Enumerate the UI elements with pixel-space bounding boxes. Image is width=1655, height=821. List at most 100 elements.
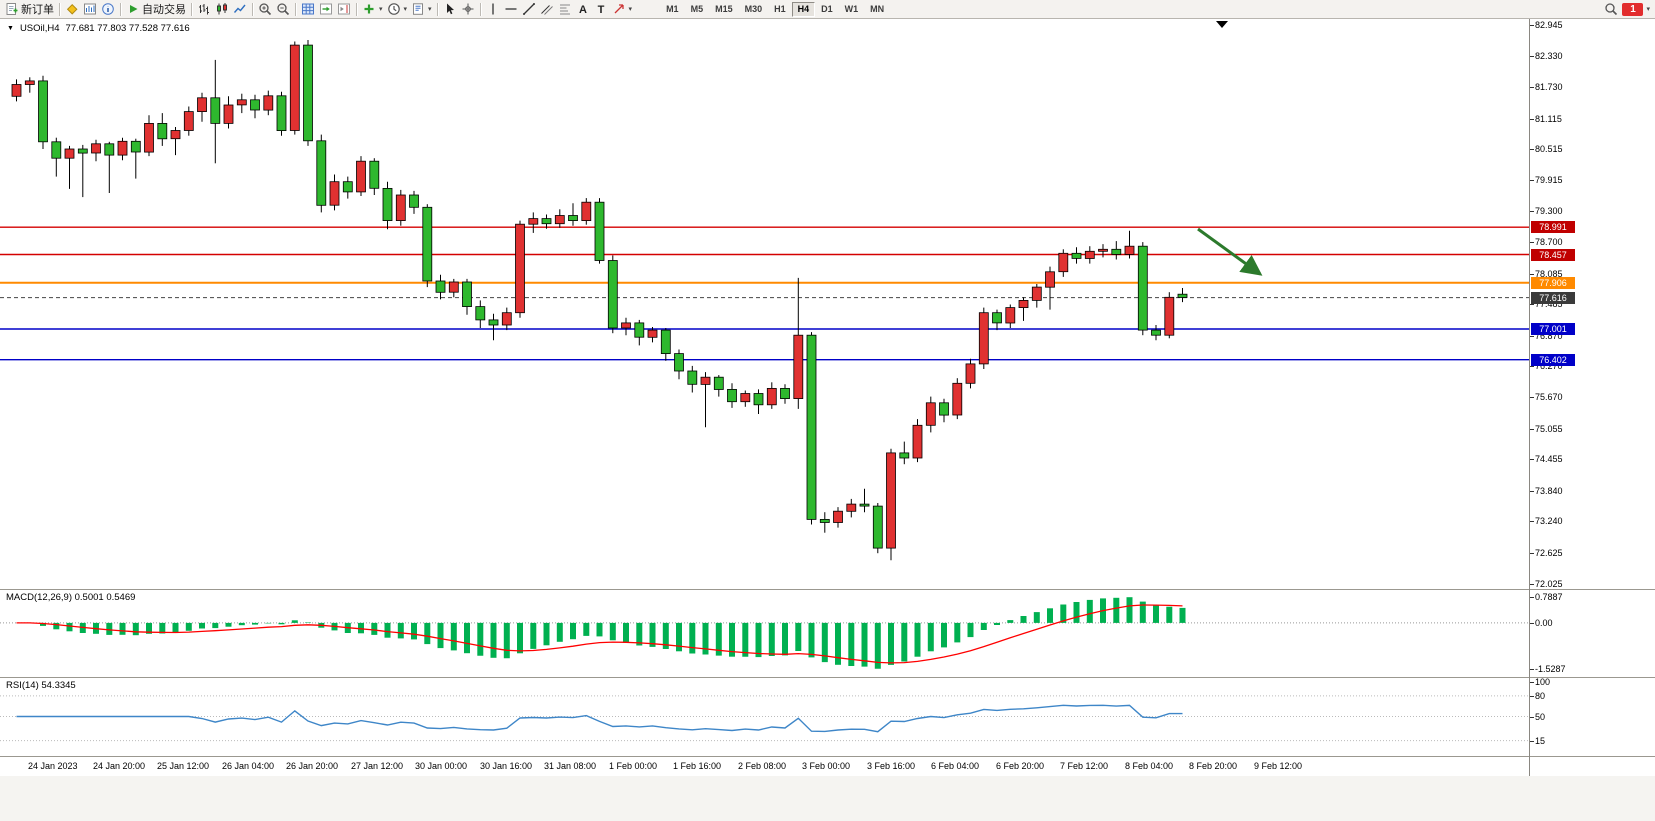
bars-chart-button[interactable] bbox=[195, 1, 213, 17]
notifications-button[interactable]: 1 ▾ bbox=[1620, 1, 1652, 17]
chart-window-button[interactable] bbox=[81, 1, 99, 17]
axis-tick bbox=[1530, 623, 1534, 624]
autoscroll-button[interactable] bbox=[317, 1, 335, 17]
price-chart-canvas[interactable] bbox=[0, 19, 1529, 589]
crosshair-button[interactable] bbox=[459, 1, 477, 17]
time-axis-label: 3 Feb 16:00 bbox=[867, 761, 916, 771]
price-axis-label: 73.240 bbox=[1535, 516, 1563, 526]
axis-tick bbox=[1530, 25, 1534, 26]
bar-chart-icon bbox=[84, 3, 96, 15]
templates-button[interactable]: ▾ bbox=[409, 1, 434, 17]
zoom-out-button[interactable] bbox=[274, 1, 292, 17]
chart-shift-button[interactable] bbox=[335, 1, 353, 17]
vertical-line-button[interactable] bbox=[484, 1, 502, 17]
time-axis-label: 27 Jan 12:00 bbox=[351, 761, 404, 771]
price-level-badge: 78.457 bbox=[1531, 249, 1575, 261]
timeframe-button-d1[interactable]: D1 bbox=[821, 3, 833, 14]
grid-icon bbox=[302, 3, 314, 15]
timeframe-button-mn[interactable]: MN bbox=[870, 3, 885, 14]
time-axis-label: 24 Jan 2023 bbox=[28, 761, 78, 771]
crosshair-icon bbox=[462, 3, 474, 15]
timeframe-button-h1[interactable]: H1 bbox=[774, 3, 786, 14]
metaeditor-button[interactable] bbox=[63, 1, 81, 17]
vertical-line-icon bbox=[491, 3, 494, 15]
timeframe-button-m15[interactable]: M15 bbox=[715, 3, 733, 14]
chevron-down-icon: ▾ bbox=[379, 6, 383, 13]
arrows-button[interactable]: ▾ bbox=[610, 1, 635, 17]
macd-panel-divider[interactable] bbox=[0, 589, 1655, 590]
timeframe-button-h4[interactable]: H4 bbox=[791, 1, 816, 17]
toolbar-separator bbox=[120, 2, 121, 16]
text-button[interactable]: A bbox=[574, 1, 592, 17]
metaeditor-icon bbox=[66, 3, 78, 15]
price-axis-label: 72.025 bbox=[1535, 579, 1563, 589]
rsi-canvas[interactable] bbox=[0, 678, 1529, 755]
macd-label: MACD(12,26,9) 0.5001 0.5469 bbox=[6, 592, 136, 603]
timeframe-button-m1[interactable]: M1 bbox=[666, 3, 679, 14]
add-indicator-icon bbox=[364, 4, 374, 14]
price-axis-label: 80.515 bbox=[1535, 144, 1563, 154]
text-label-button[interactable]: T bbox=[592, 1, 610, 17]
candlestick-icon bbox=[217, 3, 227, 15]
autoscroll-icon bbox=[320, 3, 332, 15]
price-axis-label: 82.330 bbox=[1535, 51, 1563, 61]
periods-button[interactable]: ▾ bbox=[385, 1, 410, 17]
candlestick-chart-button[interactable] bbox=[213, 1, 231, 17]
time-axis-label: 30 Jan 00:00 bbox=[415, 761, 468, 771]
fibonacci-button[interactable] bbox=[556, 1, 574, 17]
help-button[interactable] bbox=[99, 1, 117, 17]
text-icon: A bbox=[579, 4, 587, 16]
trend-arrow-annotation[interactable] bbox=[1197, 227, 1263, 276]
price-axis-label: 79.300 bbox=[1535, 206, 1563, 216]
price-axis-label: 78.085 bbox=[1535, 269, 1563, 279]
channel-button[interactable] bbox=[538, 1, 556, 17]
new-order-button[interactable]: 新订单 bbox=[3, 1, 56, 17]
chart-shift-marker[interactable] bbox=[1216, 21, 1228, 28]
indicators-button[interactable]: ▾ bbox=[360, 1, 385, 17]
cursor-button[interactable] bbox=[441, 1, 459, 17]
axis-tick bbox=[1530, 56, 1534, 57]
line-chart-button[interactable] bbox=[231, 1, 249, 17]
axis-tick bbox=[1530, 682, 1534, 683]
price-axis-label: 73.840 bbox=[1535, 486, 1563, 496]
rsi-axis-label: 100 bbox=[1535, 677, 1551, 687]
macd-canvas[interactable] bbox=[0, 590, 1529, 676]
time-axis-label: 26 Jan 04:00 bbox=[222, 761, 275, 771]
axis-tick bbox=[1530, 717, 1534, 718]
rsi-axis-label: 80 bbox=[1535, 691, 1546, 701]
time-axis-label: 6 Feb 04:00 bbox=[931, 761, 980, 771]
price-axis-label: 75.055 bbox=[1535, 424, 1563, 434]
collapse-icon[interactable]: ▼ bbox=[7, 25, 14, 32]
axis-tick bbox=[1530, 149, 1534, 150]
axis-tick bbox=[1530, 553, 1534, 554]
axis-tick bbox=[1530, 274, 1534, 275]
price-axis-label: 81.115 bbox=[1535, 114, 1562, 124]
rsi-panel-divider[interactable] bbox=[0, 677, 1655, 678]
axis-tick bbox=[1530, 584, 1534, 585]
axis-tick bbox=[1530, 741, 1534, 742]
toolbar-separator bbox=[436, 2, 438, 16]
timeframe-button-m5[interactable]: M5 bbox=[690, 3, 704, 14]
macd-signal-line bbox=[16, 604, 1183, 664]
price-axis-label: 72.625 bbox=[1535, 548, 1563, 558]
search-button[interactable] bbox=[1602, 1, 1620, 17]
chart-shift-icon bbox=[338, 3, 350, 15]
time-axis-label: 1 Feb 16:00 bbox=[673, 761, 722, 771]
channel-icon bbox=[540, 5, 553, 15]
timeframe-button-w1[interactable]: W1 bbox=[844, 3, 859, 14]
horizontal-line-button[interactable] bbox=[502, 1, 520, 17]
chevron-down-icon: ▾ bbox=[428, 6, 432, 13]
time-axis-label: 26 Jan 20:00 bbox=[286, 761, 339, 771]
time-axis-label: 3 Feb 00:00 bbox=[802, 761, 851, 771]
autotrading-label: 自动交易 bbox=[142, 4, 186, 16]
zoom-in-button[interactable] bbox=[256, 1, 274, 17]
time-axis-label: 24 Jan 20:00 bbox=[93, 761, 146, 771]
arrow-object-icon bbox=[614, 4, 624, 14]
autotrading-button[interactable]: 自动交易 bbox=[124, 1, 188, 17]
tile-windows-button[interactable] bbox=[299, 1, 317, 17]
timeframe-button-m30[interactable]: M30 bbox=[744, 3, 763, 14]
svg-text:T: T bbox=[597, 4, 604, 16]
chart-area[interactable]: ▼ USOil,H4 77.681 77.803 77.528 77.616 M… bbox=[0, 19, 1655, 821]
trendline-button[interactable] bbox=[520, 1, 538, 17]
chart-header: ▼ USOil,H4 77.681 77.803 77.528 77.616 bbox=[7, 23, 190, 34]
